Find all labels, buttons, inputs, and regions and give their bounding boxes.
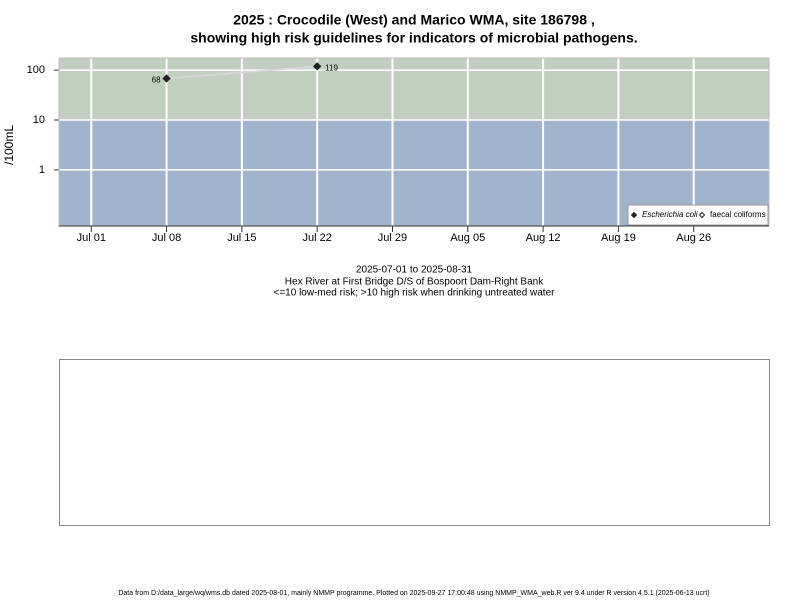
x-tick-label: Jul 29 (378, 232, 407, 244)
caption: 2025-07-01 to 2025-08-31 (356, 265, 473, 276)
chart-title: 2025 : Crocodile (West) and Marico WMA, … (233, 12, 595, 28)
x-tick-label: Jul 08 (152, 232, 181, 244)
x-tick-label: Aug 26 (676, 232, 711, 244)
legend-label: faecal coliforms (710, 210, 766, 219)
high-risk-band (59, 58, 769, 121)
legend-label: Escherichia coli (642, 210, 698, 219)
x-tick-label: Aug 12 (526, 232, 561, 244)
y-tick-label: 1 (39, 164, 45, 176)
data-label: 119 (325, 63, 338, 72)
footer: Data from D:/data_large/wq/wms.db dated … (118, 590, 709, 597)
data-point (312, 62, 322, 71)
caption: Hex River at First Bridge D/S of Bospoor… (285, 277, 544, 288)
legend-marker (630, 211, 638, 219)
y-tick-label: 100 (27, 64, 45, 76)
x-tick-label: Jul 22 (303, 232, 332, 244)
legend-marker (698, 211, 706, 219)
data-point (162, 74, 171, 83)
x-tick-label: Aug 05 (450, 232, 485, 244)
empty-panel (59, 359, 770, 526)
y-axis-label: /100mL (2, 125, 16, 165)
caption: <=10 low-med risk; >10 high risk when dr… (274, 288, 556, 299)
chart-title: showing high risk guidelines for indicat… (190, 30, 637, 46)
x-tick-label: Jul 01 (77, 232, 106, 244)
x-tick-label: Aug 19 (601, 232, 636, 244)
y-tick-label: 10 (33, 114, 45, 126)
series-line (166, 65, 318, 80)
legend-box (627, 204, 769, 226)
x-tick-label: Jul 15 (227, 232, 256, 244)
data-label: 68 (152, 76, 161, 85)
